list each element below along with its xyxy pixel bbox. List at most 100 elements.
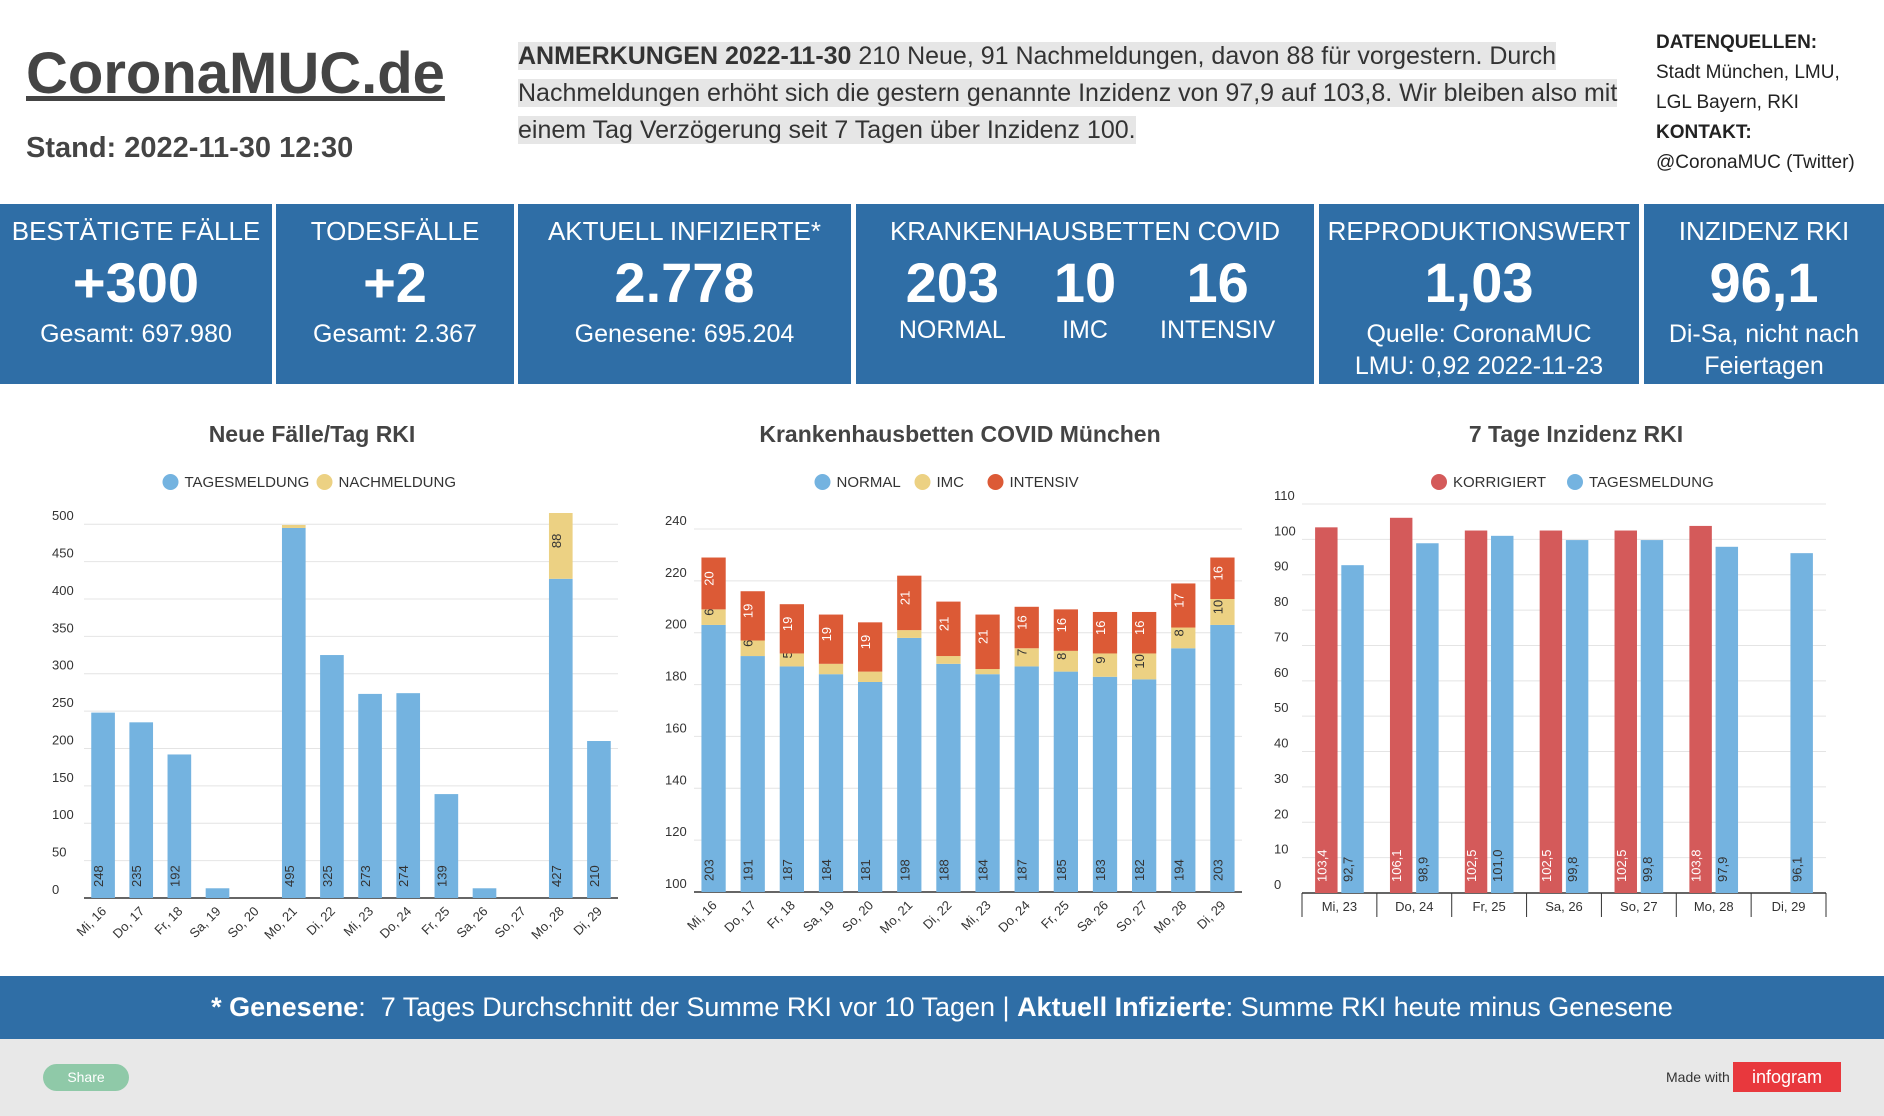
- bar: [1132, 653, 1157, 680]
- bar: [1416, 543, 1439, 893]
- source-line: @CoronaMUC (Twitter): [1656, 152, 1855, 173]
- bar: [1715, 546, 1739, 893]
- data-label: 20: [702, 571, 717, 585]
- kpi-box: BESTÄTIGTE FÄLLE +300 Gesamt: 697.980: [0, 204, 272, 384]
- chart-title: Neue Fälle/Tag RKI: [209, 421, 416, 447]
- data-label: 96,1: [1790, 857, 1805, 882]
- notes-text: 210 Neue, 91 Nachmeldungen, davon 88 für…: [518, 42, 1618, 144]
- kpi-title: BESTÄTIGTE FÄLLE: [11, 216, 261, 246]
- kpi-value: 96,1: [1709, 251, 1819, 314]
- x-tick-label: Sa, 26: [453, 904, 490, 941]
- y-tick-label: 250: [52, 695, 74, 710]
- legend-label: NACHMELDUNG: [339, 474, 457, 491]
- legend-marker: [1567, 474, 1583, 490]
- bar: [1565, 540, 1589, 893]
- data-label: 210: [587, 865, 602, 887]
- source-line: LGL Bayern, RKI: [1656, 92, 1799, 113]
- bar: [858, 622, 883, 672]
- x-tick-label: Mo, 21: [261, 904, 300, 943]
- bar: [1210, 624, 1235, 892]
- bar: [1689, 525, 1712, 893]
- kpi-sub: Gesamt: 2.367: [276, 318, 514, 350]
- y-tick-label: 0: [52, 882, 59, 897]
- data-label: 183: [1093, 859, 1108, 881]
- y-tick-label: 160: [665, 720, 687, 735]
- legend-marker: [814, 474, 831, 490]
- data-label: 192: [167, 865, 182, 887]
- bar: [1014, 666, 1039, 892]
- bar: [1464, 530, 1488, 893]
- y-tick-label: 140: [665, 772, 687, 787]
- kpi-box: INZIDENZ RKI 96,1 Di-Sa, nicht nach Feierta…: [1644, 204, 1884, 384]
- y-tick-label: 150: [52, 770, 74, 785]
- legend-marker: [162, 474, 179, 490]
- data-label: 19: [741, 604, 756, 618]
- kpi-sub: Genesene: 695.204: [518, 318, 851, 350]
- bar: [897, 630, 922, 638]
- bar: [281, 524, 306, 528]
- kpi-label: NORMAL: [898, 316, 1006, 344]
- x-tick-label: Sa, 26: [1545, 899, 1583, 914]
- x-tick-label: Mi, 16: [684, 898, 720, 934]
- y-tick-label: 300: [52, 658, 74, 673]
- bar: [1171, 648, 1196, 892]
- bar: [701, 624, 726, 892]
- bar: [1014, 648, 1039, 667]
- data-label: 235: [129, 865, 144, 887]
- x-tick-label: Mi, 16: [74, 904, 110, 940]
- bar: [818, 674, 844, 892]
- bar: [472, 888, 497, 898]
- bar: [1389, 517, 1413, 893]
- x-tick-label: So, 27: [1620, 899, 1658, 914]
- data-label: 102,5: [1464, 849, 1479, 882]
- data-label: 10: [1210, 600, 1225, 614]
- kpi-sub-line: Gesamt: 2.367: [313, 320, 477, 348]
- data-label: 5: [780, 651, 795, 658]
- data-label: 184: [976, 859, 991, 881]
- x-tick-label: Fr, 18: [764, 898, 798, 932]
- y-tick-label: 30: [1274, 771, 1288, 786]
- kpi-sub-line: LMU: 0,92 2022-11-23: [1354, 352, 1604, 380]
- x-tick-label: Di, 29: [1772, 899, 1806, 914]
- x-tick-label: Do, 17: [110, 904, 148, 942]
- legend-marker: [316, 474, 333, 490]
- kpi-sub: Di-Sa, nicht nach Feiertagen: [1644, 318, 1884, 382]
- data-label: 6: [741, 640, 756, 647]
- legend-label: IMC: [937, 474, 965, 491]
- bar: [779, 604, 804, 654]
- data-label: 495: [282, 865, 297, 887]
- bar: [129, 722, 154, 898]
- data-label: 6: [702, 609, 717, 616]
- data-label: 9: [1093, 657, 1108, 664]
- stand: Stand: 2022-11-30 12:30: [26, 132, 354, 164]
- y-tick-label: 70: [1274, 629, 1288, 644]
- y-tick-label: 80: [1274, 594, 1288, 609]
- source-line: KONTAKT:: [1656, 122, 1752, 143]
- chart-title: 7 Tage Inzidenz RKI: [1469, 421, 1683, 447]
- bar: [701, 609, 726, 625]
- x-tick-label: Do, 17: [721, 898, 759, 936]
- bar: [1539, 530, 1563, 893]
- kpi-title: KRANKENHAUSBETTEN COVID: [889, 216, 1281, 246]
- x-tick-label: Do, 24: [377, 904, 415, 942]
- data-label: 19: [780, 617, 795, 631]
- data-label: 88: [549, 534, 564, 548]
- y-tick-label: 200: [665, 617, 687, 632]
- y-tick-label: 90: [1274, 559, 1288, 574]
- data-label: 21: [936, 617, 951, 631]
- y-tick-label: 180: [665, 669, 687, 684]
- kpi-sub: Quelle: CoronaMUC LMU: 0,92 2022-11-23: [1319, 318, 1639, 382]
- data-label: 102,5: [1614, 849, 1629, 882]
- y-tick-label: 50: [52, 845, 66, 860]
- data-label: 98,9: [1415, 857, 1430, 882]
- site-title: CoronaMUC.de: [26, 41, 445, 106]
- kpi-title: REPRODUKTIONSWERT: [1327, 216, 1631, 246]
- x-tick-label: Mo, 28: [528, 904, 567, 943]
- brand[interactable]: infogram: [1733, 1062, 1841, 1092]
- y-tick-label: 100: [52, 807, 74, 822]
- bar: [281, 527, 306, 898]
- bar: [1210, 599, 1235, 625]
- bar: [1132, 611, 1157, 654]
- share-button[interactable]: Share: [43, 1064, 129, 1091]
- kpi-sub-line: Quelle: CoronaMUC: [1366, 320, 1592, 348]
